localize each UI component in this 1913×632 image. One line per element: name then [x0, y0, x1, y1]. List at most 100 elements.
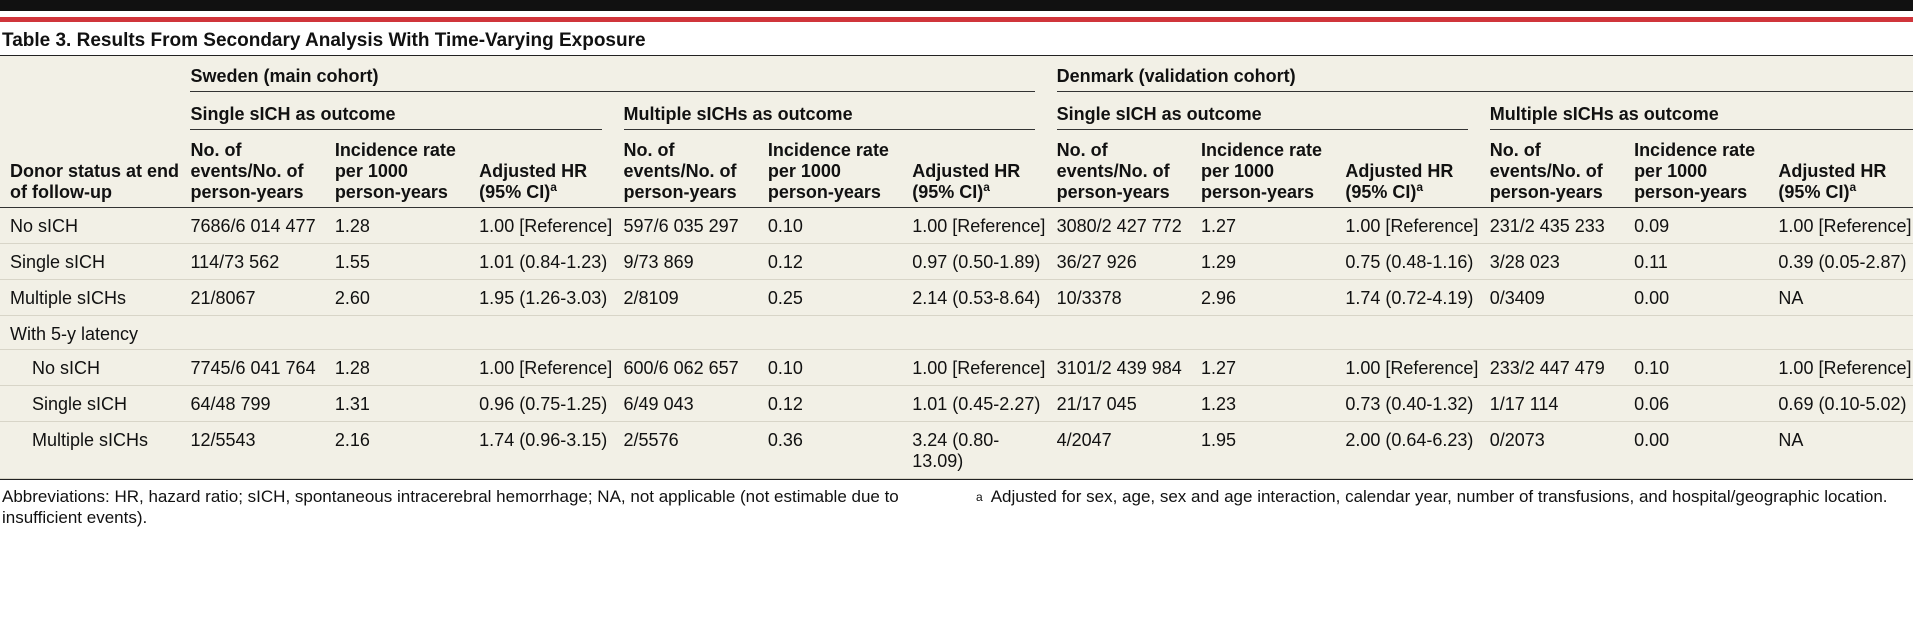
sweden-single-header: Single sICH as outcome [180, 96, 613, 134]
table-cell: 0.10 [757, 207, 903, 244]
footnote-marker: a [1849, 180, 1857, 194]
table-cell: 0/3409 [1479, 279, 1625, 316]
table-cell: 2.16 [324, 421, 470, 479]
table-cell: 0.36 [757, 421, 903, 479]
table-cell: 1.00 [Reference] [902, 349, 1047, 386]
sweden-multiple-header: Multiple sICHs as outcome [614, 96, 1047, 134]
denmark-header: Denmark (validation cohort) [1047, 56, 1913, 96]
table-cell: 2.14 (0.53-8.64) [902, 279, 1047, 316]
table-cell: 0/2073 [1479, 421, 1625, 479]
table-cell: 0.96 (0.75-1.25) [469, 385, 614, 422]
table-cell: 3/28 023 [1479, 243, 1625, 280]
table-cell: 0.12 [757, 385, 903, 422]
table-cell: 3.24 (0.80-13.09) [902, 421, 1047, 479]
table-cell: 1.01 (0.84-1.23) [469, 243, 614, 280]
table-cell: 64/48 799 [180, 385, 325, 422]
table-cell: 3080/2 427 772 [1046, 207, 1191, 244]
row-label: Multiple sICHs [0, 421, 181, 479]
footnote-marker: a [976, 490, 983, 504]
table-cell: 114/73 562 [180, 243, 325, 280]
column-header-row: Donor status at end of follow-up No. of … [0, 134, 1913, 208]
results-table: Sweden (main cohort) Denmark (validation… [0, 56, 1913, 479]
table-cell: 1.01 (0.45-2.27) [902, 385, 1047, 422]
row-label: No sICH [0, 207, 181, 244]
table-cell: 3101/2 439 984 [1046, 349, 1191, 386]
table-cell: 2.96 [1190, 279, 1336, 316]
table-cell: 0.10 [1624, 349, 1769, 386]
footnote-marker: a [1416, 180, 1424, 194]
table-cell: 0.06 [1624, 385, 1769, 422]
col-header-rate: Incidence rate per 1000 person-years [1190, 134, 1336, 208]
section-label: With 5-y latency [0, 315, 1913, 350]
row-label: Single sICH [0, 243, 181, 280]
table-cell: 1.27 [1190, 349, 1336, 386]
table-cell: 0.00 [1624, 421, 1769, 479]
col-header-events: No. of events/No. of person-years [1046, 134, 1191, 208]
table-row: Multiple sICHs 12/5543 2.16 1.74 (0.96-3.15… [0, 421, 1913, 479]
top-red-rule [0, 17, 1913, 22]
table-cell: 1.00 [Reference] [1335, 207, 1480, 244]
section-row: With 5-y latency [0, 315, 1913, 350]
table-body: No sICH 7686/6 014 477 1.28 1.00 [Reference… [0, 207, 1913, 479]
col-header-rate: Incidence rate per 1000 person-years [757, 134, 903, 208]
col-header-rate: Incidence rate per 1000 person-years [1624, 134, 1769, 208]
table-cell: 0.12 [757, 243, 903, 280]
col-header-events: No. of events/No. of person-years [180, 134, 325, 208]
row-label: No sICH [0, 349, 181, 386]
col-header-hr: Adjusted HR (95% CI)a [1768, 134, 1913, 208]
abbreviations-footnote: Abbreviations: HR, hazard ratio; sICH, s… [2, 487, 899, 527]
table-cell: 2/5576 [613, 421, 758, 479]
table-row: Single sICH 114/73 562 1.55 1.01 (0.84-1.23… [0, 243, 1913, 280]
outcome-header-row: Single sICH as outcome Multiple sICHs as… [0, 96, 1913, 134]
table-cell: 1.00 [Reference] [469, 207, 614, 244]
table-cell: 12/5543 [180, 421, 325, 479]
table-cell: NA [1768, 279, 1913, 316]
table-cell: 36/27 926 [1046, 243, 1191, 280]
col-header-events: No. of events/No. of person-years [1479, 134, 1625, 208]
row-label: Multiple sICHs [0, 279, 181, 316]
table-cell: 0.11 [1624, 243, 1769, 280]
col-header-events: No. of events/No. of person-years [613, 134, 758, 208]
row-label: Single sICH [0, 385, 181, 422]
row-header: Donor status at end of follow-up [0, 134, 181, 208]
table-cell: 1.27 [1190, 207, 1336, 244]
table-row: No sICH 7745/6 041 764 1.28 1.00 [Reference… [0, 349, 1913, 386]
table-cell: 231/2 435 233 [1479, 207, 1625, 244]
table-cell: 597/6 035 297 [613, 207, 758, 244]
denmark-multiple-header: Multiple sICHs as outcome [1480, 96, 1913, 134]
table-cell: 1.29 [1190, 243, 1336, 280]
table-cell: 9/73 869 [613, 243, 758, 280]
table-cell: 0.75 (0.48-1.16) [1335, 243, 1480, 280]
table-cell: 21/8067 [180, 279, 325, 316]
table-cell: 4/2047 [1046, 421, 1191, 479]
table-cell: 0.09 [1624, 207, 1769, 244]
table-cell: 1/17 114 [1479, 385, 1625, 422]
results-table-container: Sweden (main cohort) Denmark (validation… [0, 55, 1913, 480]
table-cell: 1.95 (1.26-3.03) [469, 279, 614, 316]
sweden-header: Sweden (main cohort) [180, 56, 1046, 96]
table-cell: 2.60 [324, 279, 470, 316]
table-title: Table 3. Results From Secondary Analysis… [2, 30, 646, 51]
footnote-marker: a [983, 180, 990, 194]
table-cell: 7745/6 041 764 [180, 349, 325, 386]
col-header-hr: Adjusted HR (95% CI)a [1335, 134, 1480, 208]
col-header-hr: Adjusted HR (95% CI)a [902, 134, 1047, 208]
footnote-text: Adjusted for sex, age, sex and age inter… [990, 487, 1888, 506]
denmark-single-header: Single sICH as outcome [1047, 96, 1480, 134]
table-cell: 0.10 [757, 349, 903, 386]
table-cell: 233/2 447 479 [1479, 349, 1625, 386]
table-cell: 600/6 062 657 [613, 349, 758, 386]
table-cell: 0.39 (0.05-2.87) [1768, 243, 1913, 280]
table-cell: 10/3378 [1046, 279, 1191, 316]
table-cell: 1.23 [1190, 385, 1336, 422]
footnote-marker: a [550, 180, 557, 194]
table-cell: 1.00 [Reference] [469, 349, 614, 386]
table-cell: 1.00 [Reference] [1335, 349, 1480, 386]
table-cell: 1.31 [324, 385, 470, 422]
table-row: Multiple sICHs 21/8067 2.60 1.95 (1.26-3.03… [0, 279, 1913, 316]
table-cell: 1.28 [324, 349, 470, 386]
table-cell: 6/49 043 [613, 385, 758, 422]
table-cell: 1.55 [324, 243, 470, 280]
table-cell: 0.97 (0.50-1.89) [902, 243, 1047, 280]
table-cell: NA [1768, 421, 1913, 479]
